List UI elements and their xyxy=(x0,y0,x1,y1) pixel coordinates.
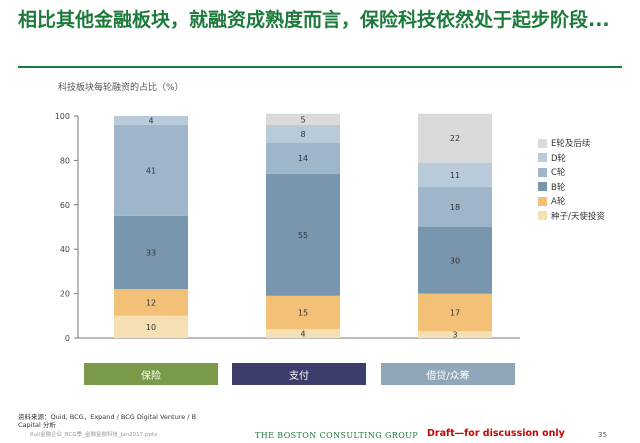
bar-segment xyxy=(266,142,340,174)
data-label: 15 xyxy=(298,308,308,317)
legend-item: C轮 xyxy=(538,165,605,180)
bar-segment xyxy=(114,116,188,125)
y-tick-label: 60 xyxy=(60,201,70,210)
page-title: 相比其他金融板块，就融资成熟度而言，保险科技依然处于起步阶段... xyxy=(18,9,610,31)
category-label: 支付 xyxy=(232,363,366,385)
bar-segment xyxy=(266,173,340,296)
category-label: 保险 xyxy=(84,363,218,385)
legend-swatch xyxy=(538,211,547,221)
bar-segment xyxy=(266,113,340,125)
legend-label: B轮 xyxy=(551,182,566,193)
y-tick-label: 100 xyxy=(55,112,70,121)
data-label: 11 xyxy=(450,171,460,180)
y-tick-label: 40 xyxy=(60,245,70,254)
bars: 10 12 33 41 4 4 15 55 14 8 5 3 17 30 18 11 22 xyxy=(114,113,492,340)
page-number: 35 xyxy=(598,431,607,439)
bar-segment xyxy=(114,215,188,290)
legend-item: 种子/天使投资 xyxy=(538,209,605,224)
legend-swatch xyxy=(538,182,547,192)
legend-label: C轮 xyxy=(551,168,566,179)
category-label: 借贷/众筹 xyxy=(381,363,515,385)
legend-label: E轮及后续 xyxy=(551,139,591,150)
y-axis-label: 科技板块每轮融资的占比（%） xyxy=(58,83,184,93)
legend-label: 种子/天使投资 xyxy=(551,211,605,222)
data-label: 10 xyxy=(146,323,156,332)
chart-legend: E轮及后续 D轮 C轮 B轮 A轮种子/天使投资 xyxy=(538,136,605,223)
data-label: 14 xyxy=(298,154,308,163)
bar-segment xyxy=(266,329,340,338)
bar-segment xyxy=(418,227,492,294)
source-note: 资料来源：Quid, BCG，Expand / BCG Digital Vent… xyxy=(18,413,197,429)
legend-item: E轮及后续 xyxy=(538,136,605,151)
data-label: 55 xyxy=(298,231,308,240)
legend-swatch xyxy=(538,153,547,163)
bar-segment xyxy=(114,289,188,316)
data-label: 3 xyxy=(452,331,457,340)
y-tick-label: 80 xyxy=(60,156,70,165)
bar-segment xyxy=(114,124,188,216)
data-label: 41 xyxy=(146,166,156,175)
bar-segment xyxy=(114,315,188,338)
bar-segment xyxy=(418,113,492,163)
y-tick-label: 0 xyxy=(65,334,70,343)
bar-segment xyxy=(418,293,492,332)
legend-swatch xyxy=(538,196,547,206)
bar-segment xyxy=(418,187,492,227)
bar-segment xyxy=(266,124,340,143)
legend-swatch xyxy=(538,138,547,148)
data-label: 12 xyxy=(146,298,156,307)
legend-item: B轮 xyxy=(538,180,605,195)
y-tick-label: 20 xyxy=(60,290,70,299)
legend-label: A轮 xyxy=(551,197,566,208)
legend-item: D轮 xyxy=(538,151,605,166)
footer-draft-notice: Draft—for discussion only xyxy=(427,428,565,439)
bar-segment xyxy=(418,331,492,338)
data-label: 18 xyxy=(450,203,460,212)
legend-label: D轮 xyxy=(551,153,567,164)
legend-item: A轮 xyxy=(538,194,605,209)
data-label: 8 xyxy=(300,130,305,139)
data-label: 5 xyxy=(300,115,305,124)
data-label: 17 xyxy=(450,308,460,317)
data-label: 33 xyxy=(146,249,156,258)
data-label: 4 xyxy=(148,116,153,125)
data-label: 30 xyxy=(450,256,460,265)
data-label: 22 xyxy=(450,134,460,143)
title-divider xyxy=(18,66,622,68)
data-label: 4 xyxy=(300,330,305,339)
bar-segment xyxy=(418,162,492,188)
bar-segment xyxy=(266,295,340,330)
footer-filename: Ruli金融企业_BCG季_金融金融科技_Jan2017.pptx xyxy=(30,432,158,438)
footer-brand: THE BOSTON CONSULTING GROUP xyxy=(255,431,419,440)
legend-swatch xyxy=(538,167,547,177)
